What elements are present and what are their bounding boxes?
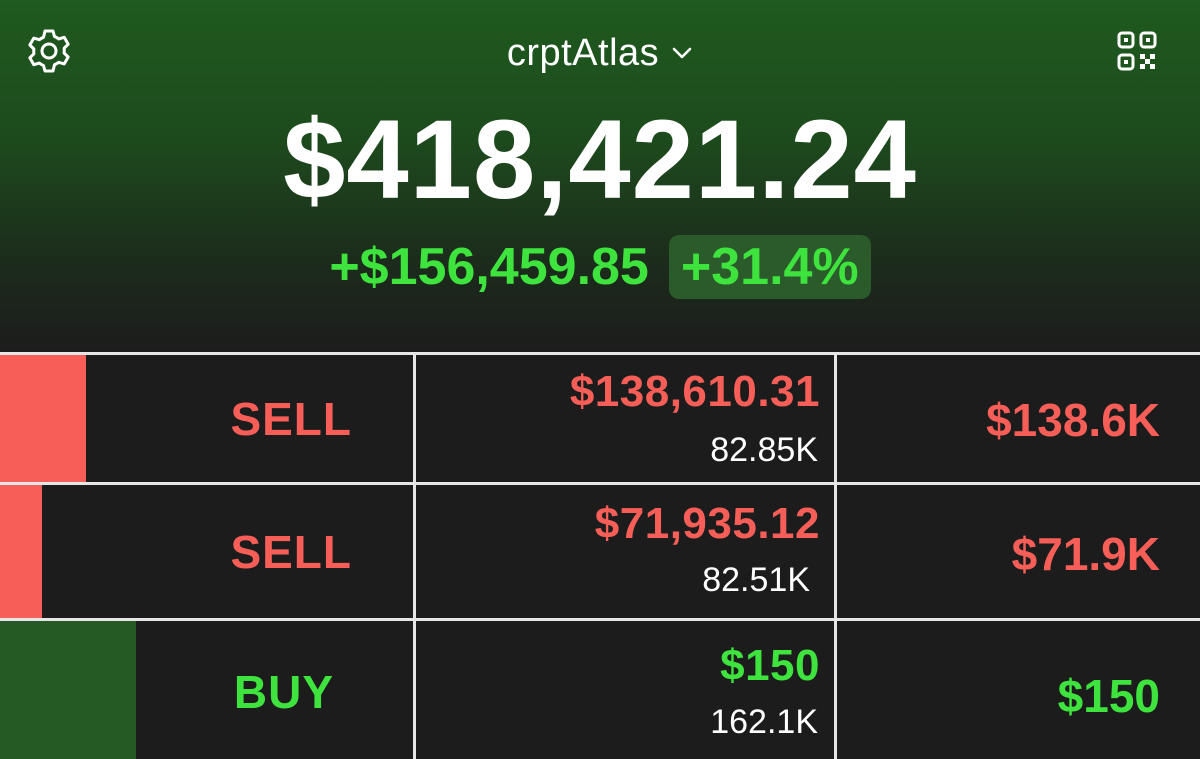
- account-switcher-wrap: crptAtlas: [0, 28, 1200, 78]
- account-name: crptAtlas: [506, 31, 660, 74]
- order-size-bar: [0, 355, 87, 482]
- order-quantity: 82.85K: [710, 431, 818, 469]
- order-price: $150: [720, 641, 820, 690]
- gear-icon: [28, 29, 70, 73]
- order-side-label: BUY: [233, 665, 334, 718]
- order-size-bar: [0, 621, 136, 759]
- portfolio-header: crptAtlas $418,421.24: [0, 0, 1200, 352]
- column-divider: [834, 621, 837, 759]
- profit-loss-row: +$156,459.85 +31.4%: [0, 232, 1200, 302]
- order-total: $71.9K: [1011, 528, 1160, 580]
- order-row[interactable]: SELL $138,610.31 82.85K $138.6K: [0, 355, 1200, 485]
- qr-code-icon: [1117, 31, 1157, 71]
- column-divider: [413, 485, 416, 618]
- qr-code-button[interactable]: [1112, 26, 1162, 76]
- chevron-down-icon: [672, 47, 692, 59]
- profit-loss-amount: +$156,459.85: [329, 238, 649, 296]
- column-divider: [413, 621, 416, 759]
- order-price: $138,610.31: [569, 367, 820, 416]
- profit-loss-percent-badge: +31.4%: [668, 235, 871, 299]
- column-divider: [834, 355, 837, 482]
- order-quantity: 162.1K: [710, 703, 818, 741]
- order-size-bar: [0, 485, 42, 618]
- order-side-label: SELL: [230, 392, 352, 445]
- order-quantity: 82.51K: [702, 561, 810, 599]
- order-row[interactable]: BUY $150 162.1K $150: [0, 621, 1200, 759]
- column-divider: [413, 355, 416, 482]
- order-total: $138.6K: [986, 394, 1160, 446]
- column-divider: [834, 485, 837, 618]
- order-price: $71,935.12: [594, 499, 820, 548]
- portfolio-balance: $418,421.24: [283, 97, 917, 222]
- account-switcher[interactable]: crptAtlas: [507, 32, 693, 75]
- order-total: $150: [1057, 670, 1160, 722]
- order-row[interactable]: SELL $71,935.12 82.51K $71.9K: [0, 485, 1200, 621]
- orders-list: SELL $138,610.31 82.85K $138.6K SELL $71…: [0, 352, 1200, 759]
- settings-button[interactable]: [24, 26, 74, 76]
- order-side-label: SELL: [230, 525, 352, 578]
